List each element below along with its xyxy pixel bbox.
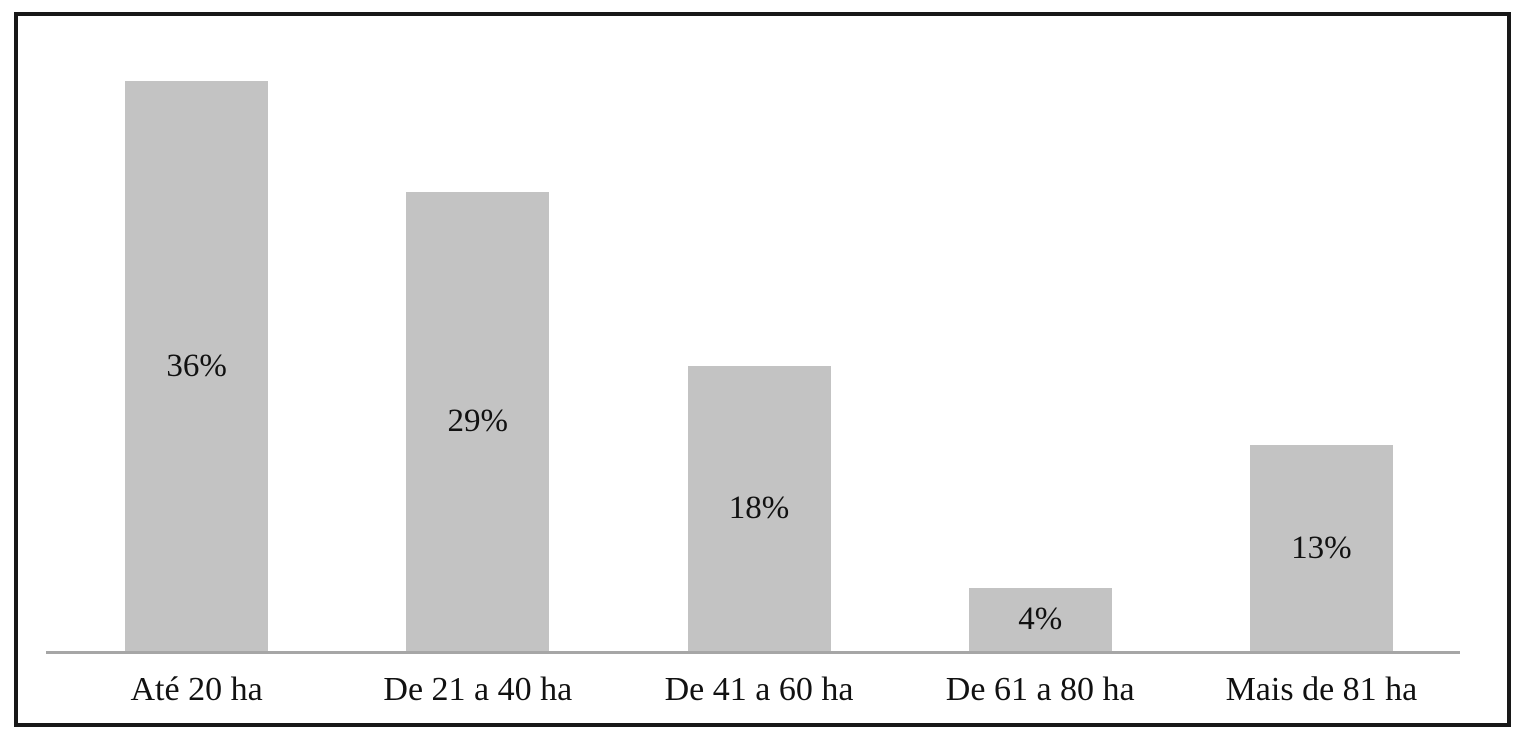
bar: 18% (687, 366, 831, 651)
x-axis-label: Até 20 ha (130, 671, 263, 708)
x-axis-label: De 21 a 40 ha (383, 671, 573, 708)
bar: 4% (968, 588, 1112, 651)
x-axis-label-slot: De 61 a 80 ha (900, 666, 1181, 714)
x-axis-line (46, 651, 1460, 654)
bar-value-label: 18% (728, 490, 790, 526)
x-axis-label: De 61 a 80 ha (945, 671, 1135, 708)
bar-slot: 29% (337, 20, 618, 651)
x-axis-label-slot: Até 20 ha (56, 666, 337, 714)
bar: 29% (406, 192, 550, 651)
bar: 13% (1249, 445, 1393, 651)
bar: 36% (125, 81, 269, 651)
bar-slot: 13% (1181, 20, 1462, 651)
x-axis-label: Mais de 81 ha (1225, 671, 1418, 708)
bar-value-label: 29% (447, 403, 509, 439)
bar-slot: 18% (618, 20, 899, 651)
x-axis-labels: Até 20 ha De 21 a 40 ha De 41 a 60 ha De 61… (56, 666, 1462, 714)
x-axis-label-slot: De 41 a 60 ha (618, 666, 899, 714)
bar-value-label: 4% (1018, 601, 1063, 637)
bars-container: 36% 29% 18% 4% 13% (56, 20, 1462, 651)
x-axis-label: De 41 a 60 ha (664, 671, 854, 708)
bar-slot: 36% (56, 20, 337, 651)
chart-frame: 36% 29% 18% 4% 13% Até 20 ha De 21 a 40 ha De … (14, 12, 1511, 727)
x-axis-label-slot: Mais de 81 ha (1181, 666, 1462, 714)
bar-value-label: 36% (166, 347, 227, 384)
bar-slot: 4% (900, 20, 1181, 651)
x-axis-label-slot: De 21 a 40 ha (337, 666, 618, 714)
bar-value-label: 13% (1291, 529, 1352, 566)
